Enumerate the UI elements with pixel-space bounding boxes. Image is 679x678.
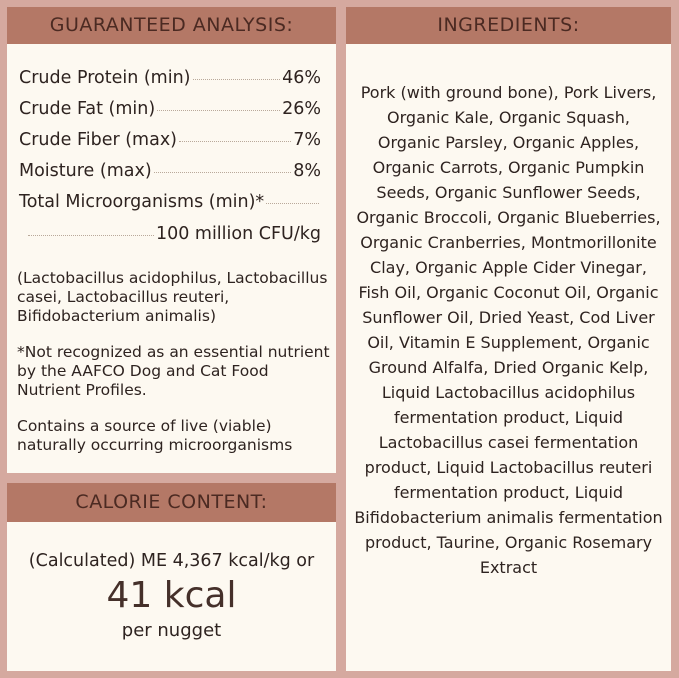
row-label: Crude Fiber (max): [19, 130, 178, 150]
footnote-text: *Not recognized as an essential nutrient…: [17, 343, 330, 399]
row-value: 26%: [282, 99, 321, 119]
calorie-line1: (Calculated) ME 4,367 kcal/kg or: [28, 551, 315, 571]
calorie-big: 41 kcal: [106, 575, 237, 616]
row-value: 8%: [293, 161, 321, 181]
analysis-header: GUARANTEED ANALYSIS:: [7, 7, 336, 44]
analysis-row: Crude Protein (min) 46%: [19, 68, 321, 88]
analysis-panel: [7, 7, 336, 473]
microorganisms-row: Total Microorganisms (min)*: [19, 192, 321, 212]
ingredients-panel: [346, 7, 671, 671]
leader-dots: [266, 203, 319, 204]
row-label: Moisture (max): [19, 161, 152, 181]
live-note-text: Contains a source of live (viable) natur…: [17, 417, 293, 454]
microorganisms-value-row: 100 million CFU/kg: [26, 224, 321, 244]
row-value: 46%: [282, 68, 321, 88]
leader-dots: [153, 172, 292, 173]
row-label: Total Microorganisms (min)*: [19, 192, 265, 212]
row-value: 7%: [293, 130, 321, 150]
leader-dots: [192, 79, 281, 80]
row-label: Crude Protein (min): [19, 68, 191, 88]
strains-text: (Lactobacillus acidophilus, Lactobacillu…: [17, 269, 328, 325]
analysis-row: Crude Fiber (max) 7%: [19, 130, 321, 150]
analysis-row: Crude Fat (min) 26%: [19, 99, 321, 119]
calorie-line3: per nugget: [121, 620, 222, 641]
row-label: Crude Fat (min): [19, 99, 156, 119]
leader-dots: [28, 235, 154, 236]
ingredients-header: INGREDIENTS:: [346, 7, 671, 44]
analysis-row: Moisture (max) 8%: [19, 161, 321, 181]
leader-dots: [157, 110, 281, 111]
row-value: 100 million CFU/kg: [155, 224, 321, 244]
leader-dots: [179, 141, 292, 142]
ingredients-text: Pork (with ground bone), Pork Livers, Or…: [354, 83, 663, 577]
calorie-header: CALORIE CONTENT:: [7, 483, 336, 522]
